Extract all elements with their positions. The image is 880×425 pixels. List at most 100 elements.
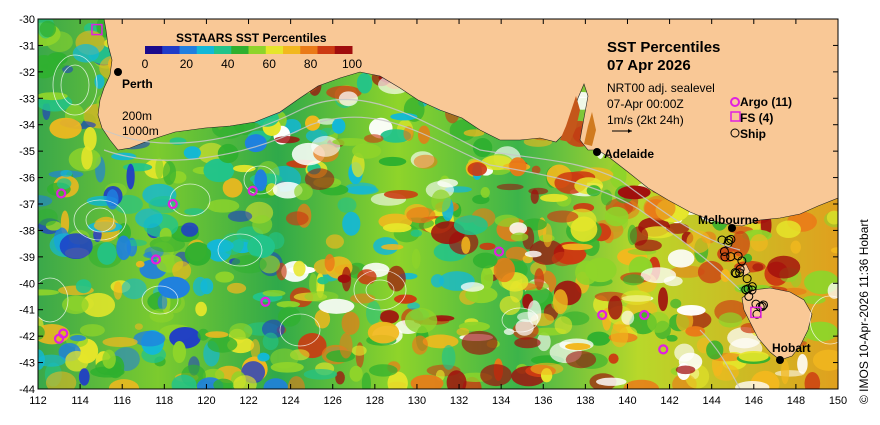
land-western-australia [97,19,838,227]
colorbar-segment [283,46,301,54]
fs-legend: FS (4) [740,111,773,125]
contour-1000m-label: 1000m [122,124,159,138]
map-title: SST Percentiles [607,39,720,56]
colorbar-segment [214,46,232,54]
argo-legend-icon [730,97,740,107]
lon-tick-label: 146 [745,395,763,407]
imos-credit: © IMOS 10-Apr-2026 11:36 Hobart [857,219,871,404]
colorbar-tick-label: 20 [180,57,194,71]
colorbar-segment [265,46,284,54]
map-date: 07 Apr 2026 [607,57,691,74]
lon-tick-label: 124 [281,395,299,407]
ship-observation [720,252,730,262]
lat-tick-label: -31 [19,40,35,52]
argo-float-marker [150,254,161,265]
city-hobart: Hobart [772,341,811,355]
vector-scale-label: 1m/s (2kt 24h) [607,113,684,127]
ship-observation [723,238,733,248]
argo-float-marker [247,185,258,196]
contour-200m-label: 200m [122,109,152,123]
colorbar-segment [179,46,198,54]
colorbar-segment [162,46,180,54]
lat-tick-label: -40 [19,278,35,290]
fs-site-marker [91,23,103,36]
ship-observation [726,252,736,262]
lon-tick-label: 126 [324,395,342,407]
colorbar-tick-label: 40 [221,57,235,71]
colorbar-tick-label: 0 [142,57,149,71]
lon-tick-label: 118 [156,395,174,407]
lon-tick-label: 134 [492,395,510,407]
colorbar-segment [145,46,163,54]
fs-legend-icon [730,111,741,122]
lat-tick-label: -38 [19,225,35,237]
lat-tick-label: -43 [19,358,35,370]
lon-tick-label: 142 [660,395,678,407]
argo-floats [53,185,669,355]
lon-tick-label: 144 [703,395,721,407]
lat-tick-label: -39 [19,252,35,264]
melbourne-marker [728,224,736,232]
ship-observation [742,274,752,284]
bathymetry-contours [103,98,741,389]
lat-tick-label: -35 [19,146,35,158]
king-island [739,263,751,277]
latitude-axis: -30 -31 -32 -33 -34 -35 -36 -37 -38 -39 -40 -41 -42 -… [19,14,838,396]
lat-tick-label: -44 [19,384,35,396]
colorbar-tick-label: 100 [342,57,362,71]
city-melbourne: Melbourne [698,213,759,227]
argo-float-marker [493,246,505,257]
argo-float-marker [597,309,608,321]
lon-tick-label: 120 [197,395,215,407]
hobart-marker [776,356,784,364]
lat-tick-label: -36 [19,173,35,185]
colorbar-segment [196,46,215,54]
fs-site-marker [750,306,762,319]
ship-legend-icon [730,128,740,138]
lon-tick-label: 136 [534,395,552,407]
ship-track [717,234,769,319]
argo-float-marker [167,198,178,210]
argo-float-marker [56,188,67,199]
colorbar-segment [334,46,353,54]
ship-observation [737,256,747,266]
colorbar-tick-label: 60 [263,57,277,71]
lon-tick-label: 114 [71,395,89,407]
lat-tick-label: -37 [19,199,35,211]
ship-observation [731,269,741,279]
argo-legend: Argo (11) [740,95,792,109]
colorbar-segment [317,46,336,54]
city-perth: Perth [122,77,153,91]
lon-tick-label: 138 [576,395,594,407]
colorbar: SSTAARS SST Percentiles 0 20 40 60 80 100 [140,31,362,71]
lon-tick-label: 150 [829,395,847,407]
colorbar-tick-label: 80 [304,57,318,71]
argo-float-marker [53,333,65,344]
lon-tick-label: 130 [408,395,426,407]
lat-tick-label: -33 [19,93,35,105]
colorbar-segment [248,46,267,54]
lon-tick-label: 128 [366,395,384,407]
lat-tick-label: -32 [19,67,35,79]
lon-tick-label: 148 [787,395,805,407]
ship-observation [730,268,740,278]
argo-float-marker [260,296,271,307]
lon-tick-label: 116 [113,395,131,407]
argo-float-marker [658,344,669,355]
ship-observation [719,246,729,256]
colorbar-title: SSTAARS SST Percentiles [176,31,327,45]
city-adelaide: Adelaide [604,147,654,161]
lon-tick-label: 132 [450,395,468,407]
lat-tick-label: -42 [19,331,35,343]
time-label: 07-Apr 00:00Z [607,97,684,111]
perth-marker [114,68,122,76]
vector-scale-arrowhead [628,129,632,133]
lon-tick-label: 122 [239,395,257,407]
longitude-axis: 112 114 116 118 120 122 124 126 128 130 132 134 136 1… [29,19,847,407]
colorbar-segment [231,46,249,54]
argo-float-marker [639,309,650,321]
lon-tick-label: 112 [29,395,47,407]
colorbar-segment [300,46,318,54]
ship-observation [735,268,745,278]
